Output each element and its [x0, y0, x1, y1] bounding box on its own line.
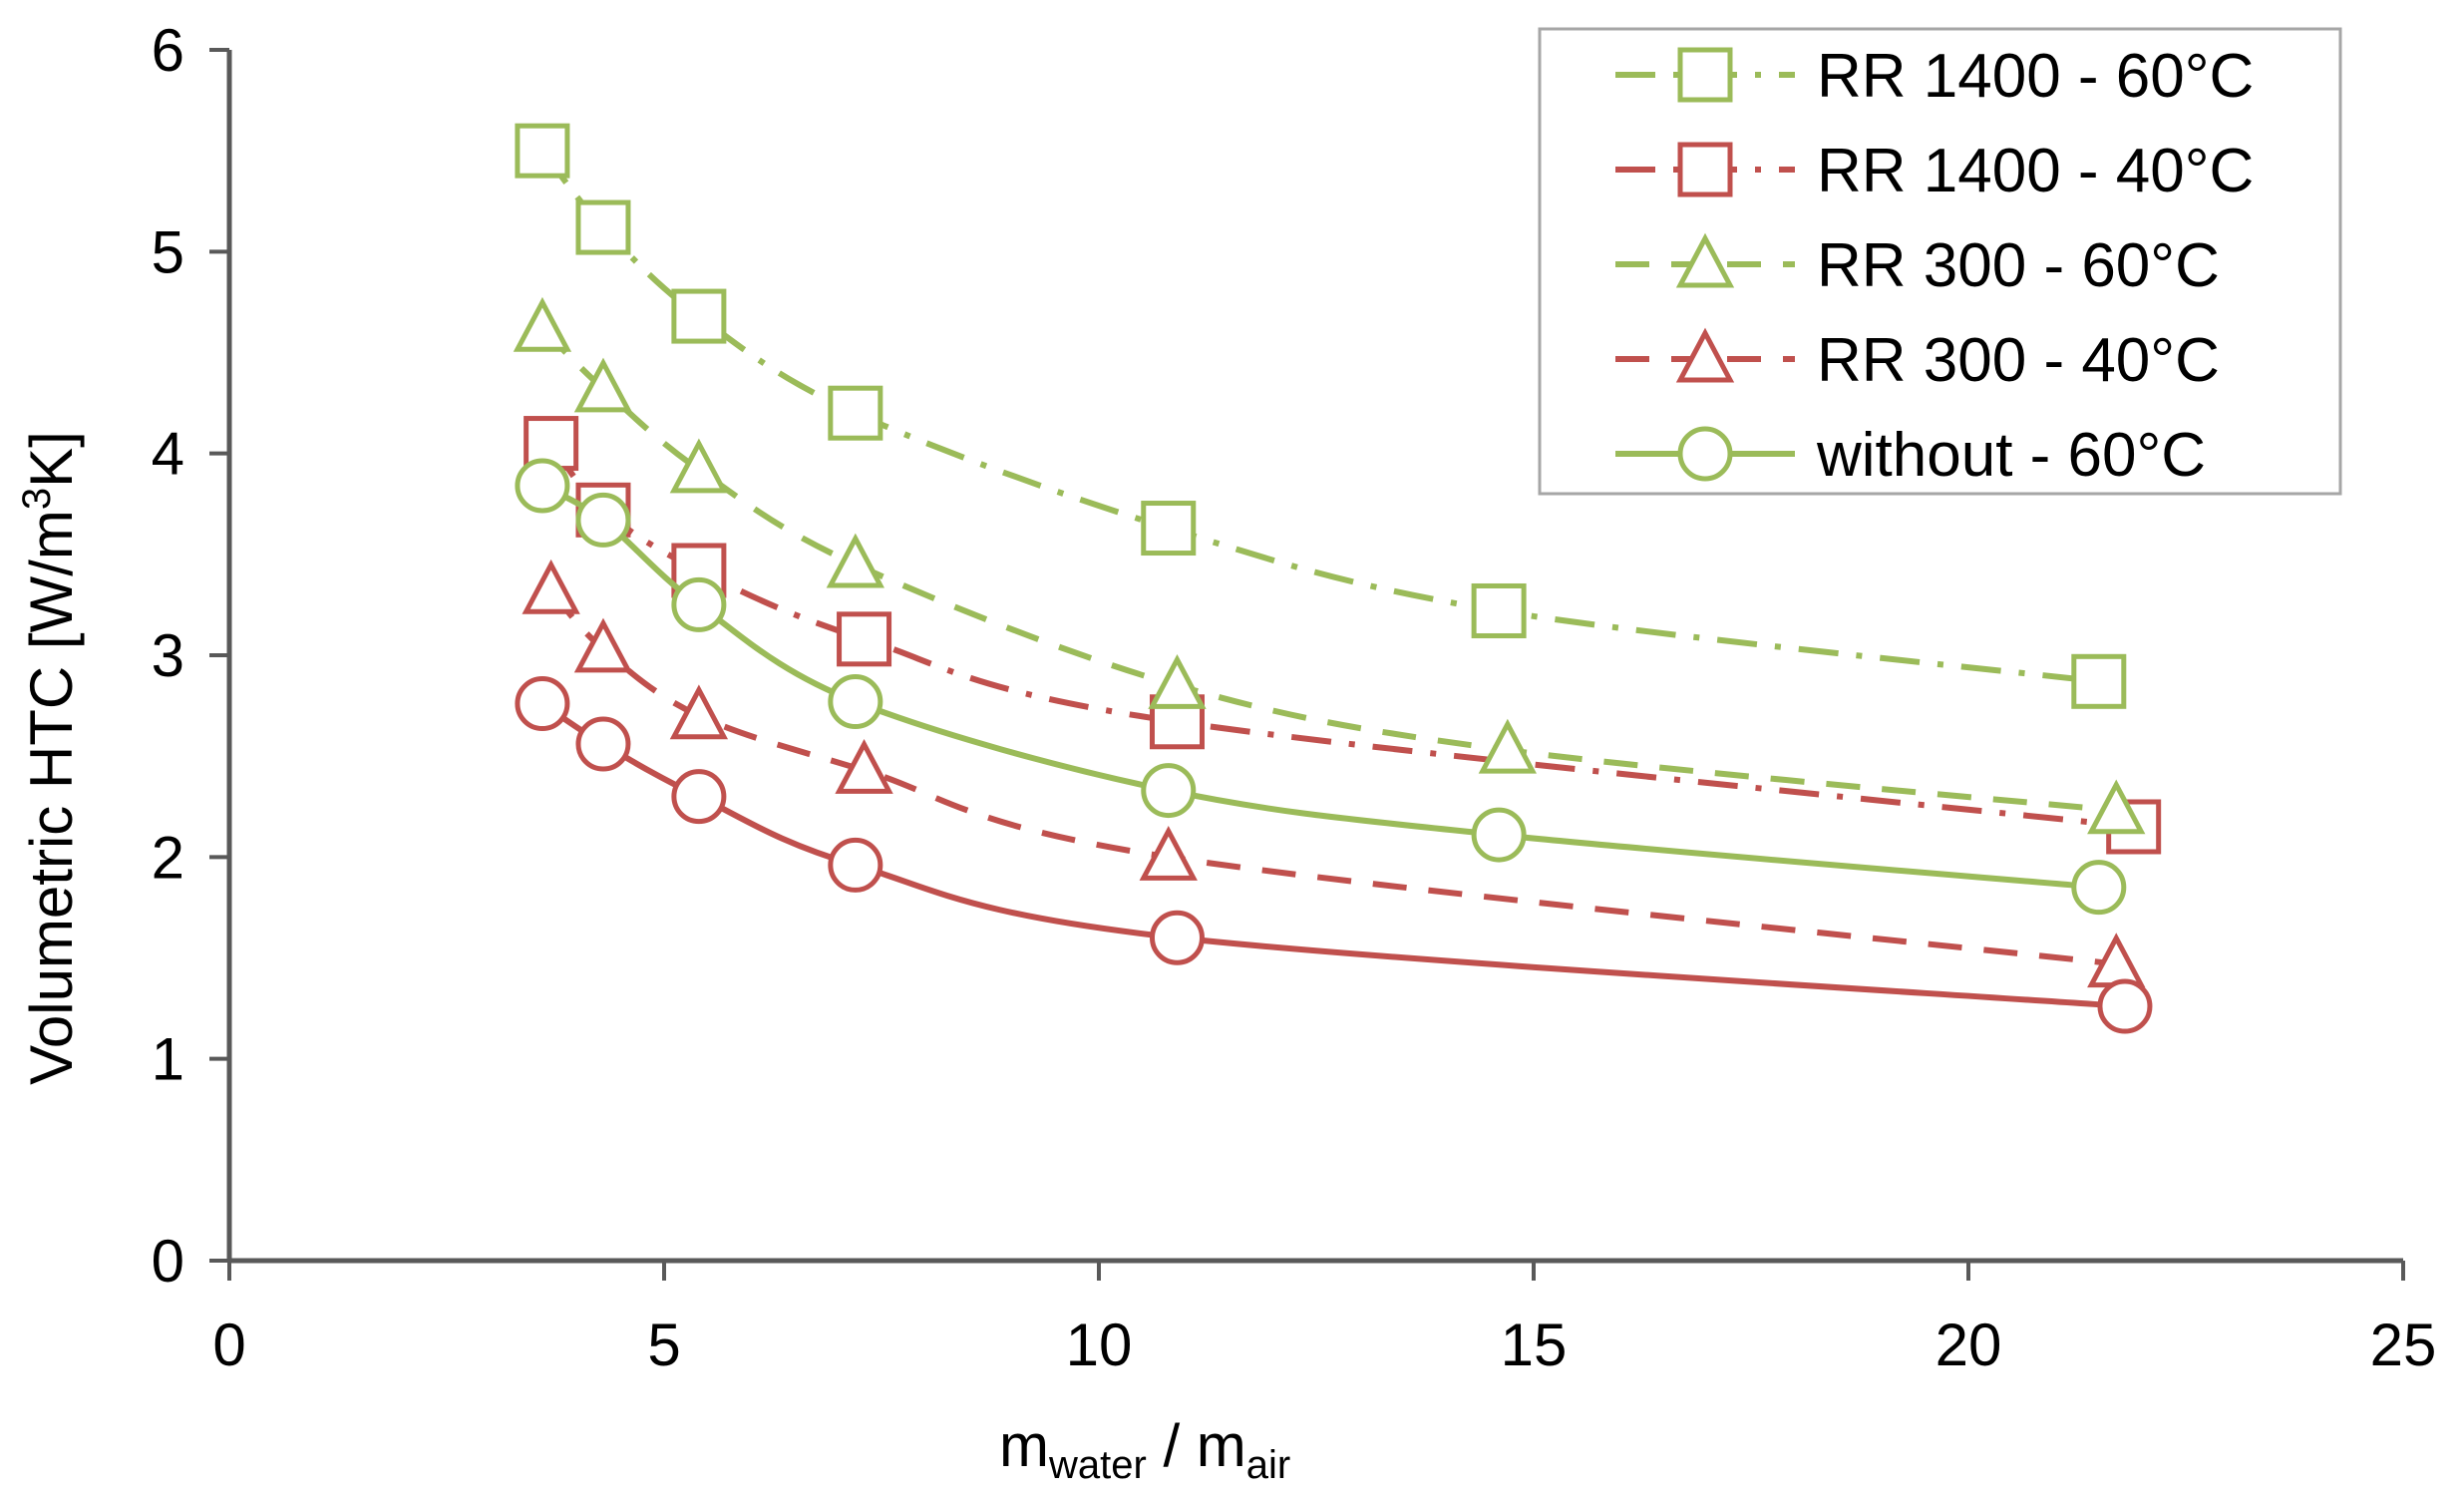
x-tick-label: 10: [1066, 1312, 1133, 1378]
data-point: [669, 438, 729, 494]
legend-entry: RR 1400 - 40°C: [1615, 137, 2254, 205]
data-point: [1139, 826, 1198, 881]
data-point: [671, 576, 727, 632]
y-tick-label: 1: [152, 1026, 184, 1093]
data-point: [835, 739, 893, 794]
y-tick-label: 0: [152, 1228, 184, 1295]
data-point: [575, 199, 631, 255]
data-point: [671, 288, 727, 344]
series-4: [515, 676, 2153, 1034]
data-point: [828, 837, 883, 893]
data-point: [1141, 763, 1197, 819]
x-tick-label: 0: [212, 1312, 245, 1378]
data-point: [2071, 860, 2127, 916]
legend-marker: [1677, 47, 1733, 103]
series-layer: [513, 123, 2162, 1034]
x-tick-label: 15: [1501, 1312, 1568, 1378]
x-tick-label: 5: [647, 1312, 680, 1378]
data-point: [515, 458, 570, 514]
data-point: [1148, 654, 1207, 709]
data-point: [1471, 807, 1527, 863]
y-tick-label: 4: [152, 421, 184, 488]
data-point: [2087, 779, 2146, 835]
data-point: [515, 123, 570, 179]
y-axis-title: Volumetric HTC [W/m3K]: [15, 431, 85, 1085]
data-point: [573, 617, 633, 673]
data-point: [1149, 910, 1205, 965]
series-0: [515, 123, 2127, 709]
y-tick-label: 3: [152, 622, 184, 689]
series-5: [515, 458, 2127, 916]
data-point: [828, 674, 883, 730]
data-point: [1141, 501, 1197, 557]
legend-label: RR 300 - 60°C: [1817, 231, 2220, 300]
legend-label: RR 300 - 40°C: [1817, 326, 2220, 395]
legend-label: without - 60°C: [1816, 421, 2206, 490]
legend: RR 1400 - 60°C RR 1400 - 40°C RR 300 - 60°…: [1538, 27, 2342, 496]
data-point: [669, 684, 729, 740]
series-line: [539, 326, 2117, 814]
legend-label: RR 1400 - 60°C: [1817, 42, 2254, 111]
legend-entry: RR 300 - 60°C: [1615, 231, 2220, 300]
series-line: [540, 483, 2100, 891]
axes: 0 5 10 15 20 25 0 1 2 3 4 5 6: [152, 17, 2437, 1378]
y-tick-label: 5: [152, 218, 184, 285]
y-tick-label: 6: [152, 17, 184, 84]
data-point: [513, 296, 572, 352]
x-tick-label: 25: [2370, 1312, 2437, 1378]
legend-marker: [1677, 142, 1733, 197]
series-2: [513, 296, 2146, 835]
legend-entry: without - 60°C: [1615, 421, 2206, 490]
x-axis-title: mwater / mair: [999, 1412, 1290, 1487]
data-point: [671, 769, 727, 825]
x-tick-label: 20: [1936, 1312, 2002, 1378]
data-point: [2071, 653, 2127, 709]
series-line: [548, 588, 2117, 967]
data-point: [573, 357, 633, 413]
y-tick-label: 2: [152, 824, 184, 891]
data-point: [828, 385, 883, 441]
legend-marker: [1675, 327, 1735, 383]
legend-entry: RR 1400 - 60°C: [1615, 42, 2254, 111]
data-point: [1478, 718, 1538, 774]
data-point: [575, 716, 631, 772]
legend-marker: [1675, 232, 1735, 288]
data-point: [522, 559, 580, 614]
legend-marker: [1677, 426, 1733, 482]
legend-entry: RR 300 - 40°C: [1615, 326, 2220, 395]
legend-label: RR 1400 - 40°C: [1817, 137, 2254, 205]
data-point: [837, 611, 892, 667]
series-line: [548, 441, 2135, 830]
data-point: [575, 492, 631, 548]
series-line: [540, 701, 2126, 1010]
data-point: [515, 676, 570, 732]
series-3: [522, 559, 2146, 988]
data-point: [1471, 582, 1527, 638]
data-point: [2097, 978, 2153, 1034]
data-point: [826, 533, 885, 588]
